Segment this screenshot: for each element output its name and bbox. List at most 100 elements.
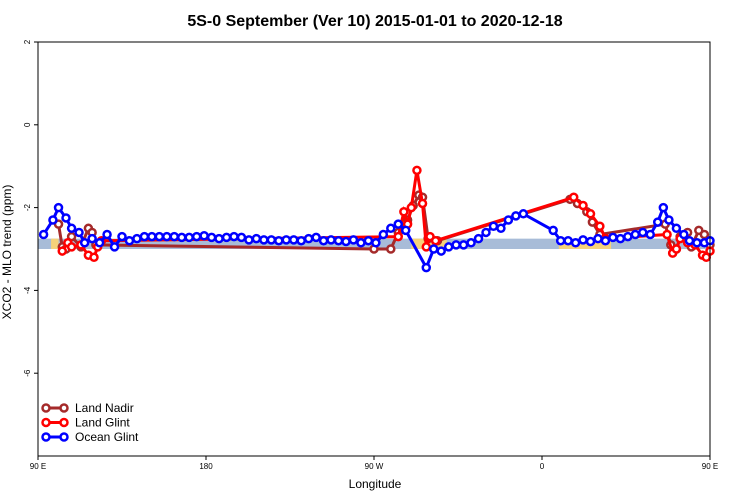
x-tick-label: 0 bbox=[540, 462, 545, 471]
data-point bbox=[671, 244, 682, 254]
data-point bbox=[363, 235, 374, 246]
data-point bbox=[443, 242, 454, 252]
data-point bbox=[386, 223, 396, 234]
data-point bbox=[679, 229, 689, 240]
data-point bbox=[563, 235, 573, 246]
data-point bbox=[348, 235, 359, 245]
data-point bbox=[692, 238, 702, 248]
data-point bbox=[184, 232, 194, 243]
data-point bbox=[511, 211, 521, 221]
legend-item: Land Nadir bbox=[41, 401, 134, 415]
x-tick-label: 90 E bbox=[30, 462, 46, 471]
data-point bbox=[162, 231, 172, 242]
data-point bbox=[176, 232, 187, 243]
data-point bbox=[699, 229, 710, 240]
legend-label: Ocean Glint bbox=[75, 430, 139, 444]
legend-marker bbox=[41, 432, 51, 442]
data-point bbox=[671, 223, 682, 234]
data-point bbox=[117, 231, 127, 242]
data-point bbox=[38, 229, 49, 240]
y-tick-label: -2 bbox=[23, 203, 32, 211]
legend-marker bbox=[59, 403, 69, 413]
x-tick-label: 90 W bbox=[365, 462, 384, 471]
data-point bbox=[638, 227, 648, 238]
data-point bbox=[57, 246, 68, 256]
data-point bbox=[386, 244, 396, 254]
data-point bbox=[393, 231, 404, 242]
data-point bbox=[341, 236, 351, 247]
data-point bbox=[662, 229, 672, 240]
data-point bbox=[481, 227, 491, 238]
data-point bbox=[206, 232, 217, 243]
data-point bbox=[109, 242, 120, 252]
data-point bbox=[139, 231, 150, 242]
data-point bbox=[664, 215, 674, 225]
data-point bbox=[311, 232, 321, 243]
series-ocean-glint bbox=[38, 202, 715, 273]
data-point bbox=[102, 229, 112, 240]
data-point bbox=[406, 202, 417, 213]
data-point bbox=[585, 209, 596, 219]
y-axis: 2 0 -2 -4 -6 bbox=[23, 39, 38, 377]
chart-title: 5S-0 September (Ver 10) 2015-01-01 to 20… bbox=[187, 13, 562, 30]
data-point bbox=[74, 227, 84, 238]
data-point bbox=[236, 232, 247, 243]
data-point bbox=[251, 233, 262, 244]
data-point bbox=[458, 240, 469, 250]
data-point bbox=[518, 209, 529, 219]
data-point bbox=[585, 236, 596, 247]
data-point bbox=[684, 235, 695, 246]
data-point bbox=[555, 235, 566, 246]
data-point bbox=[326, 235, 336, 245]
data-point bbox=[333, 235, 344, 246]
data-point bbox=[548, 225, 558, 236]
data-point bbox=[623, 231, 633, 242]
data-point bbox=[593, 233, 603, 244]
data-point bbox=[48, 215, 58, 225]
data-point bbox=[399, 206, 409, 217]
data-point bbox=[221, 232, 232, 243]
legend-marker bbox=[41, 417, 51, 428]
legend-marker bbox=[59, 417, 69, 428]
data-point bbox=[595, 221, 605, 231]
series-layer bbox=[38, 165, 715, 273]
data-point bbox=[288, 235, 299, 245]
data-point bbox=[417, 198, 428, 209]
data-point bbox=[66, 223, 77, 234]
data-point bbox=[124, 235, 135, 246]
data-point bbox=[371, 238, 381, 248]
data-point bbox=[214, 233, 224, 244]
data-point bbox=[89, 252, 99, 263]
legend-marker bbox=[41, 403, 51, 413]
data-point bbox=[296, 235, 306, 246]
data-point bbox=[608, 232, 618, 243]
data-point bbox=[393, 219, 404, 229]
data-point bbox=[400, 225, 411, 236]
data-point bbox=[421, 242, 432, 252]
x-tick-label: 90 E bbox=[702, 462, 718, 471]
data-point bbox=[318, 235, 329, 246]
data-point bbox=[244, 235, 254, 245]
data-point bbox=[615, 233, 626, 244]
data-point bbox=[199, 231, 209, 241]
data-point bbox=[53, 202, 64, 213]
data-point bbox=[430, 235, 441, 246]
x-tick-label: 180 bbox=[199, 462, 213, 471]
data-point bbox=[488, 221, 499, 231]
data-point bbox=[229, 231, 239, 242]
data-point bbox=[503, 215, 514, 225]
land-band-segment bbox=[51, 238, 59, 249]
data-point bbox=[94, 238, 105, 248]
data-point bbox=[412, 165, 422, 176]
legend-item: Ocean Glint bbox=[41, 430, 139, 444]
legend-item: Land Glint bbox=[41, 416, 130, 430]
data-point bbox=[132, 233, 142, 244]
data-point bbox=[66, 242, 77, 252]
data-point bbox=[578, 200, 588, 211]
data-point bbox=[578, 235, 588, 245]
data-point bbox=[266, 235, 277, 245]
data-point bbox=[652, 217, 663, 227]
data-point bbox=[147, 231, 157, 242]
